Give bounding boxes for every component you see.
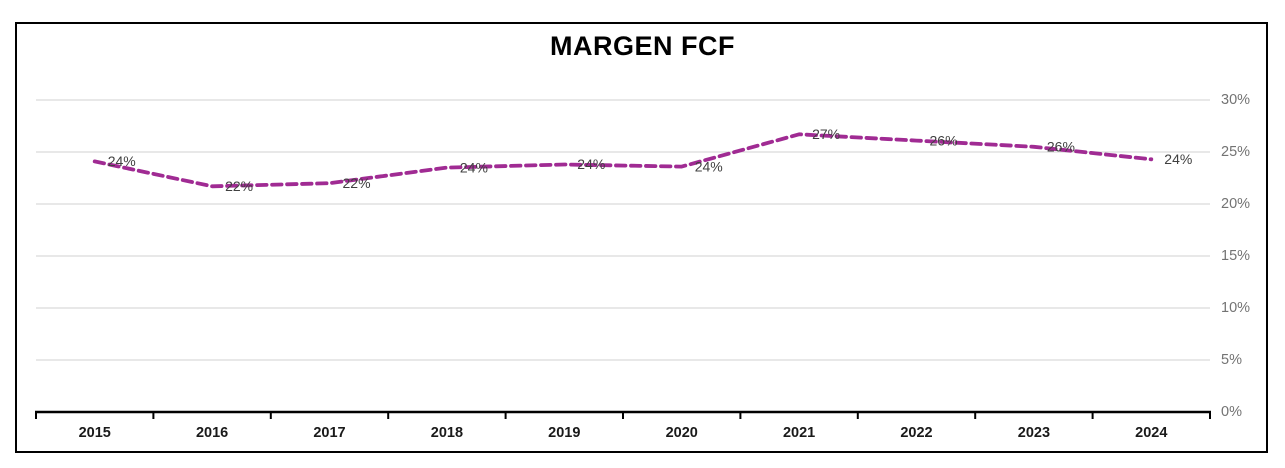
x-axis-category-label: 2017 [313,425,345,441]
chart-title: MARGEN FCF [550,31,735,61]
y-axis-tick-label: 25% [1221,144,1250,160]
data-series-line [92,132,1154,189]
data-point-label: 26% [930,132,958,148]
data-point-label: 24% [577,156,605,172]
data-point-label: 24% [460,159,488,175]
x-axis-category-label: 2020 [666,425,698,441]
y-axis-tick-label: 0% [1221,404,1242,420]
x-axis-category-label: 2022 [900,425,932,441]
x-axis-category-label: 2018 [431,425,463,441]
x-axis-category-label: 2016 [196,425,228,441]
data-point-label: 26% [1047,139,1075,155]
y-axis-tick-label: 10% [1221,300,1250,316]
y-axis-tick-label: 5% [1221,352,1242,368]
x-axis-category-label: 2024 [1135,425,1167,441]
y-axis-tick-label: 15% [1221,248,1250,264]
chart-frame [15,22,1268,453]
x-axis-category-label: 2023 [1018,425,1050,441]
x-axis-category-label: 2015 [79,425,111,441]
x-axis-category-label: 2019 [548,425,580,441]
data-point-label: 24% [108,153,136,169]
data-point-label: 24% [1164,151,1192,167]
y-axis-tick-label: 30% [1221,92,1250,108]
data-point-label: 27% [812,126,840,142]
data-point-label: 22% [225,178,253,194]
data-point-label: 24% [695,158,723,174]
data-point-label: 22% [343,175,371,191]
y-axis-tick-label: 20% [1221,196,1250,212]
x-axis-category-label: 2021 [783,425,815,441]
